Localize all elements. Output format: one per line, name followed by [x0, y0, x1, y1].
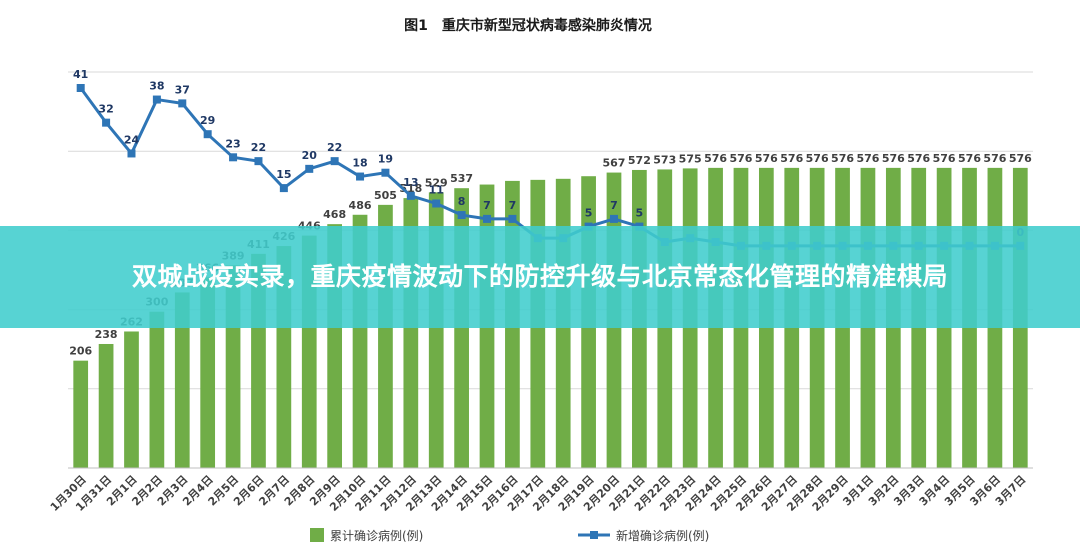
line-point-2月16日 — [508, 214, 517, 223]
line-label: 20 — [302, 149, 318, 162]
bar-label: 576 — [907, 152, 930, 165]
bar-label: 576 — [780, 152, 803, 165]
bar-label: 576 — [704, 152, 727, 165]
line-point-2月1日 — [127, 149, 136, 158]
bar-label: 572 — [628, 154, 651, 167]
bar-label: 573 — [653, 153, 676, 166]
bar-label: 468 — [323, 208, 346, 221]
bar-label: 576 — [856, 152, 879, 165]
bar-2月1日 — [124, 331, 139, 468]
bar-label: 576 — [831, 152, 854, 165]
line-label: 7 — [509, 199, 517, 212]
line-label: 11 — [429, 184, 444, 197]
x-axis: 1月30日1月31日2月1日2月2日2月3日2月4日2月5日2月6日2月7日2月… — [48, 467, 1033, 514]
line-label: 13 — [403, 176, 418, 189]
bar-label: 576 — [755, 152, 778, 165]
line-point-2月20日 — [609, 214, 618, 223]
line-label: 37 — [175, 83, 190, 96]
bar-label: 576 — [933, 152, 956, 165]
legend-bar-label: 累计确诊病例(例) — [330, 528, 423, 543]
line-label: 7 — [610, 199, 618, 212]
line-series-new — [76, 84, 1025, 250]
chart-title: 图1 重庆市新型冠状病毒感染肺炎情况 — [404, 17, 652, 34]
line-point-2月3日 — [178, 99, 187, 108]
bar-label: 575 — [679, 152, 702, 165]
line-point-2月8日 — [305, 164, 314, 173]
bar-label: 567 — [603, 157, 626, 170]
line-point-2月14日 — [457, 211, 466, 220]
line-point-2月7日 — [279, 184, 288, 193]
headline-text: 双城战疫实录，重庆疫情波动下的防控升级与北京常态化管理的精准棋局 — [131, 262, 948, 291]
line-label: 5 — [636, 207, 644, 220]
bar-label: 529 — [425, 176, 448, 189]
line-data-labels: 4132243837292322152022181913118775750 — [73, 68, 1024, 239]
line-label: 22 — [251, 141, 266, 154]
headline-banner: 双城战疫实录，重庆疫情波动下的防控升级与北京常态化管理的精准棋局 — [0, 226, 1080, 328]
line-label: 19 — [378, 153, 393, 166]
line-label: 15 — [276, 168, 291, 181]
line-label: 22 — [327, 141, 342, 154]
line-label: 23 — [225, 137, 240, 150]
line-point-2月4日 — [203, 130, 212, 139]
line-path — [79, 87, 1021, 248]
line-label: 41 — [73, 68, 88, 81]
bar-label: 576 — [729, 152, 752, 165]
line-point-2月12日 — [406, 191, 415, 200]
line-label: 8 — [458, 195, 466, 208]
line-point-2月15日 — [483, 214, 492, 223]
bar-2月3日 — [174, 292, 190, 468]
bar-label: 486 — [349, 199, 372, 212]
line-point-1月30日 — [76, 84, 85, 92]
bar-label: 576 — [1009, 152, 1032, 165]
line-label: 18 — [352, 157, 367, 170]
line-point-2月9日 — [330, 157, 339, 166]
bar-1月31日 — [98, 343, 114, 468]
line-label: 32 — [98, 103, 113, 116]
line-label: 29 — [200, 114, 215, 127]
line-label: 5 — [585, 207, 593, 220]
bar-label: 537 — [450, 172, 473, 185]
legend: 累计确诊病例(例) 新增确诊病例(例) — [310, 528, 709, 543]
bar-1月30日 — [73, 360, 89, 468]
bar-label: 576 — [983, 152, 1006, 165]
line-point-2月6日 — [254, 157, 263, 166]
bar-label: 238 — [95, 328, 118, 341]
line-label: 7 — [483, 199, 491, 212]
line-point-2月10日 — [356, 172, 365, 181]
line-point-2月11日 — [381, 168, 390, 177]
bar-label: 576 — [958, 152, 981, 165]
line-label: 38 — [149, 80, 164, 93]
line-point-2月13日 — [432, 199, 441, 208]
bar-label: 576 — [806, 152, 829, 165]
line-label: 24 — [124, 133, 140, 146]
bar-2月2日 — [149, 311, 165, 468]
bar-label: 576 — [882, 152, 905, 165]
line-point-2月5日 — [229, 153, 238, 162]
legend-line-label: 新增确诊病例(例) — [616, 528, 709, 543]
line-point-1月31日 — [102, 118, 111, 127]
line-point-2月2日 — [152, 95, 161, 104]
bar-label: 505 — [374, 189, 397, 202]
legend-line-marker — [590, 531, 598, 539]
legend-bar-swatch — [310, 528, 324, 542]
bar-label: 206 — [69, 345, 92, 358]
